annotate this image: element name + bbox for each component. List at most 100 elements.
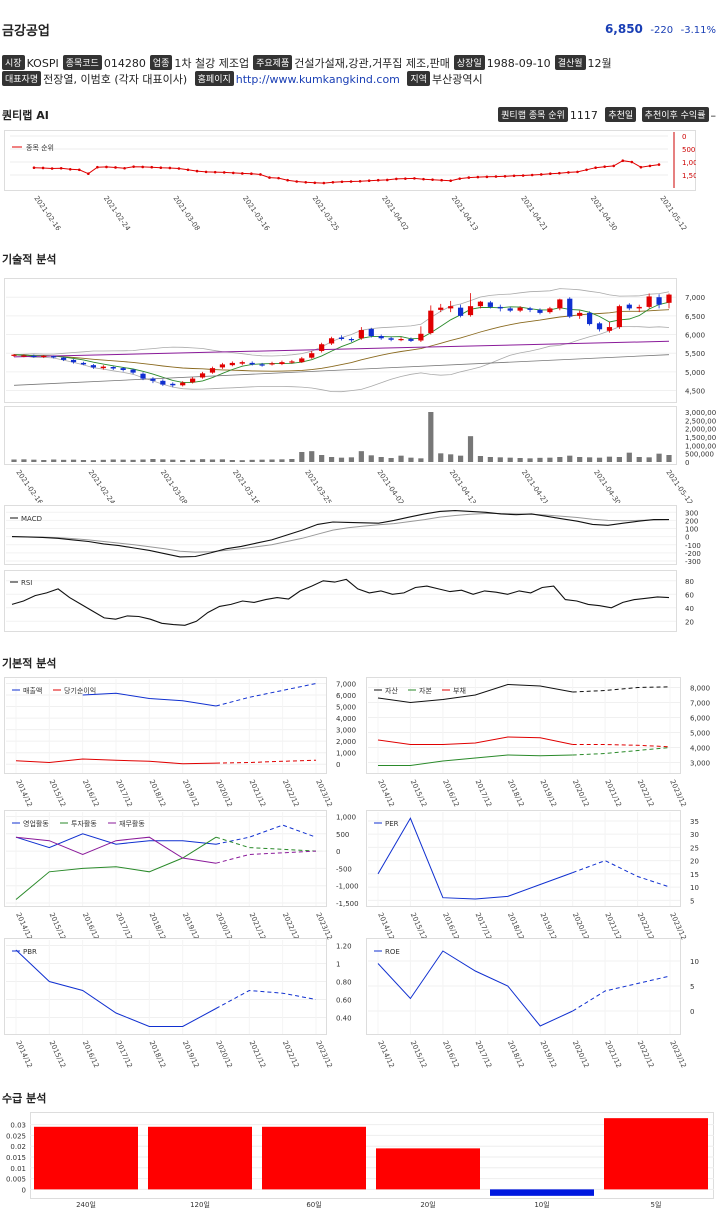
rank-point	[132, 165, 135, 168]
y-tick-label: 0.02	[10, 1143, 26, 1151]
candle-body	[517, 307, 523, 311]
date-tick-label: 2021-04-21	[519, 195, 549, 230]
year-tick-label: 2022/12	[636, 1039, 656, 1068]
candle-body	[140, 373, 146, 379]
y-tick-label: 0.80	[336, 979, 352, 987]
year-tick-label: 2018/12	[506, 778, 526, 807]
series-line	[15, 836, 217, 864]
year-tick-label: 2016/12	[81, 1039, 101, 1068]
series-line	[82, 692, 217, 707]
rank-point	[367, 179, 371, 183]
year-tick-label: 2015/12	[409, 1039, 429, 1068]
year-tick-label: 2014/12	[14, 911, 34, 940]
year-tick-label: 2014/12	[376, 1039, 396, 1068]
rank-value: 1117	[569, 109, 598, 122]
rank-point	[77, 168, 81, 172]
rank-point	[349, 180, 353, 183]
volume-bar	[398, 455, 404, 462]
supply-bar	[604, 1118, 708, 1190]
candle-body	[497, 306, 503, 309]
series-line	[377, 736, 573, 745]
info-value: 12월	[587, 57, 612, 70]
rank-point	[648, 164, 652, 168]
since-return-value: –	[710, 109, 717, 122]
y-tick-label: 4,000	[336, 715, 356, 723]
year-tick-label: 2019/12	[181, 778, 201, 807]
series-line	[15, 758, 217, 765]
year-tick-label: 2020/12	[571, 911, 591, 940]
volume-bar	[31, 459, 37, 462]
candle-body	[289, 361, 295, 363]
year-tick-label: 2014/12	[14, 778, 34, 807]
candle-body	[467, 306, 474, 316]
candle-body	[51, 356, 57, 358]
y-tick-label: 0	[336, 761, 340, 769]
legend-label: 종목 순위	[26, 144, 54, 152]
candle-body	[358, 330, 364, 339]
info-value: 1988-09-10	[486, 57, 551, 70]
year-tick-label: 2020/12	[571, 1039, 591, 1068]
volume-bar	[199, 459, 206, 462]
info-tag: 주요제품	[253, 55, 293, 70]
info-row-2: 대표자명 전장열, 이범호 (각자 대표이사) 홈페이지 http://www.ku…	[2, 71, 487, 87]
ma240-line	[13, 354, 670, 386]
year-tick-label: 2022/12	[281, 911, 301, 940]
supply-bar	[490, 1189, 594, 1196]
candle-body	[348, 339, 355, 341]
volume-bar	[249, 459, 255, 462]
legend-label: 자본	[419, 686, 432, 695]
volume-bar	[289, 459, 295, 462]
y-tick-label: 1,000,000	[685, 442, 716, 450]
chart-frame	[4, 505, 677, 565]
y-tick-label: 60	[685, 591, 694, 599]
y-tick-label: 6,000	[685, 332, 705, 340]
rank-point	[358, 179, 362, 183]
y-tick-label: 5,500	[685, 350, 705, 358]
year-tick-label: 2016/12	[441, 778, 461, 807]
fund-chart-sales: 7,000 6,000 5,000 4,000 3,000 2,000 1,000 0 매출액 당…	[4, 677, 356, 807]
candle-body	[190, 378, 196, 383]
year-tick-label: 2023/12	[668, 911, 688, 940]
candle-body	[477, 301, 484, 307]
info-value: KOSPI	[26, 57, 59, 70]
rank-point	[467, 176, 471, 179]
year-tick-label: 2023/12	[314, 778, 334, 807]
year-tick-label: 2017/12	[114, 911, 134, 940]
volume-bar	[269, 459, 275, 462]
rank-point	[458, 177, 462, 180]
volume-bar	[130, 459, 136, 462]
homepage-link[interactable]: http://www.kumkangkind.com	[235, 73, 400, 86]
supply-bar	[34, 1126, 138, 1190]
fund-chart-pbr: 1.20 1 0.80 0.60 0.40 PBR 2014/12 2015/12 2016/1…	[4, 938, 352, 1068]
y-tick-label: 6,000	[690, 715, 710, 723]
volume-bar	[487, 457, 493, 462]
year-tick-label: 2017/12	[114, 1039, 134, 1068]
volume-bar	[517, 458, 523, 462]
y-tick-label: 15	[690, 871, 699, 879]
info-tag: 결산월	[554, 55, 586, 70]
y-tick-label: 0.01	[10, 1165, 26, 1173]
chart-frame	[4, 278, 677, 403]
ai-header: 퀀티랩 종목 순위 1117 추천일 추천이후 수익률 –	[498, 107, 716, 122]
date-tick-label: 2021-04-30	[592, 469, 622, 503]
y-tick-label: 0	[685, 459, 689, 467]
rank-point	[340, 180, 344, 184]
candle-body	[626, 304, 632, 309]
volume-bar	[646, 457, 652, 462]
company-name: 금강공업	[2, 24, 50, 39]
volume-bar	[497, 457, 503, 462]
volume-bar	[626, 452, 632, 462]
rank-point	[186, 168, 190, 172]
date-tick-label: 2021-02-16	[32, 195, 62, 230]
y-tick-label: 4,000	[690, 745, 710, 753]
y-tick-label: 0.60	[336, 997, 352, 1005]
since-return-tag: 추천이후 수익률	[641, 107, 709, 122]
info-tag: 상장일	[453, 55, 485, 70]
candle-body	[547, 308, 553, 313]
volume-bar	[61, 459, 67, 462]
volume-bar	[319, 455, 325, 462]
y-tick-label: 4,500	[685, 388, 705, 396]
category-label: 20일	[420, 1200, 435, 1209]
rank-point	[476, 175, 480, 179]
